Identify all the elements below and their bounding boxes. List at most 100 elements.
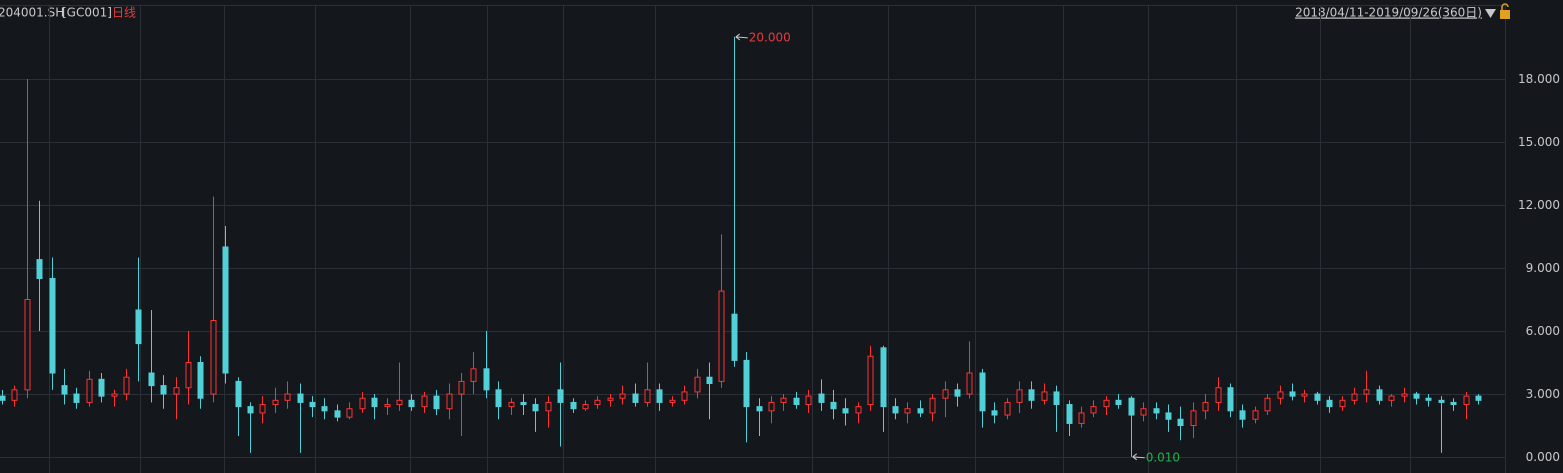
candle-body [61,385,68,395]
candle-body [966,372,973,395]
candle-body [123,376,130,395]
dropdown-icon[interactable] [1485,9,1496,18]
candle-body [1066,404,1073,424]
candle-body [520,401,527,406]
candle-body [1351,393,1358,401]
candle-body [669,399,676,403]
candle-body [173,387,180,395]
candle-body [830,401,837,410]
candle-body [1363,389,1370,395]
y-tick-label: 3.000 [1526,387,1560,401]
candle-body [594,399,601,406]
candle-body [284,393,291,401]
candle-body [495,389,502,408]
candle-body [73,393,80,403]
candle-body [1301,393,1308,397]
candle-body [321,406,328,412]
candle-body [1090,406,1097,414]
candle-body [148,372,155,387]
candle-body [942,389,949,399]
candle-body [1103,399,1110,408]
lock-icon[interactable] [1500,10,1510,19]
candle-body [743,359,750,408]
candle-body [1277,391,1284,399]
candle-body [607,397,614,401]
annotation-arrow [1132,453,1145,461]
candle-body [24,298,31,391]
candle-body [545,401,552,412]
candle-body [619,393,626,399]
candle-body [433,395,440,410]
candle-body [210,320,217,395]
plot: 0.000 3.000 6.000 9.000 12.000 15.000 18.000 20… [0,30,1560,464]
candle-body [371,397,378,408]
candle-body [768,401,775,412]
candle-body [904,408,911,414]
candle-body [780,397,787,403]
candle-body [979,372,986,412]
annotation-label: 0.010 [1146,450,1180,464]
candle-body [160,385,167,395]
candle-body [1215,387,1222,403]
candle-body [222,246,229,374]
lock-shackle [1501,3,1509,10]
candle-body [818,393,825,403]
chart-code: [GC001] [62,6,112,20]
candle-body [197,362,204,399]
candle-body [272,399,279,406]
candle-body [309,401,316,408]
candle-body [185,362,192,389]
candle-body [1165,412,1172,420]
candle-body [1041,391,1048,401]
candle-body [1128,397,1135,416]
date-range[interactable]: 2018/04/11-2019/09/26(360日) [1295,6,1482,20]
y-tick-label: 6.000 [1526,324,1560,338]
candle-body [1252,410,1259,420]
candle-body [880,347,887,408]
candle-body [359,397,366,410]
candle-body [582,404,589,410]
y-tick-label: 9.000 [1526,261,1560,275]
candle-body [98,378,105,397]
candle-body [718,290,725,382]
candle-body [855,406,862,414]
candle-body [1153,408,1160,414]
candle-body [532,404,539,412]
candle-body [1289,391,1296,397]
y-tick-label: 0.000 [1526,450,1560,464]
candle-body [656,389,663,403]
candle-body [917,408,924,414]
candle-body [1053,391,1060,406]
candle-body [1190,410,1197,427]
candle-body [756,406,763,412]
candle-body [1438,399,1445,403]
candle-body [1388,395,1395,401]
candle-body [1326,399,1333,408]
candle-body [483,368,490,391]
candle-body [111,393,118,397]
candle-body [408,399,415,408]
candle-body [1401,393,1408,397]
candle-body [681,391,688,401]
candle-body [508,401,515,408]
candle-body [1140,408,1147,416]
candle-body [11,389,18,401]
candle-body [867,355,874,406]
candle-body [805,395,812,406]
candle-body [384,404,391,408]
candle-body [570,401,577,410]
candle-body [557,389,564,403]
candle-body [1339,399,1346,408]
candle-body [706,376,713,385]
candle-body [1004,401,1011,416]
candle-body [1463,395,1470,406]
candle-body [1239,410,1246,420]
candle-body [334,410,341,418]
candle-body [1425,397,1432,401]
candle-body [0,395,6,401]
candle-body [346,408,353,418]
y-tick-label: 12.000 [1518,198,1560,212]
candle-body [247,406,254,414]
candle-body [36,259,43,279]
candle-body [1177,418,1184,427]
